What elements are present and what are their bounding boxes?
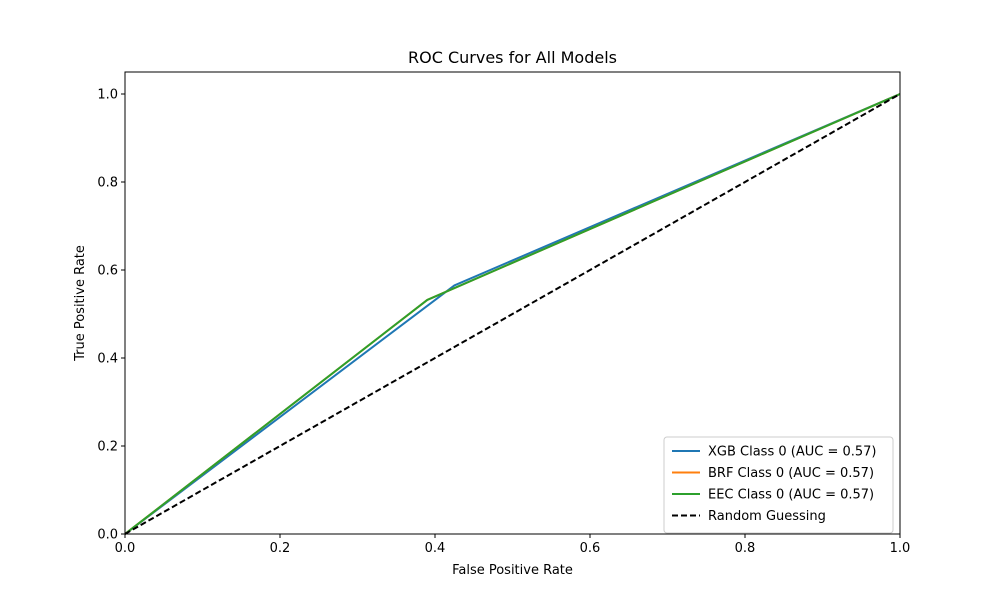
y-tick-label: 0.4	[97, 352, 118, 367]
x-tick-label: 0.6	[580, 541, 601, 556]
x-tick-label: 0.4	[425, 541, 446, 556]
y-axis-ticks: 0.0 0.2 0.4 0.6 0.8 1.0	[97, 88, 125, 543]
legend-entry-3: Random Guessing	[708, 509, 826, 524]
legend-entry-0: XGB Class 0 (AUC = 0.57)	[708, 445, 877, 460]
x-tick-label: 0.8	[735, 541, 756, 556]
series-line-3	[124, 93, 901, 535]
y-axis-label: True Positive Rate	[73, 245, 88, 362]
chart-title: ROC Curves for All Models	[408, 48, 617, 67]
legend-entry-1: BRF Class 0 (AUC = 0.57)	[708, 466, 874, 481]
y-tick-label: 0.8	[97, 176, 118, 191]
x-tick-label: 0.2	[270, 541, 291, 556]
y-tick-label: 0.0	[97, 528, 118, 543]
plot-frame	[124, 71, 901, 535]
legend: XGB Class 0 (AUC = 0.57) BRF Class 0 (AUC…	[663, 436, 894, 534]
legend-entry-2: EEC Class 0 (AUC = 0.57)	[708, 488, 874, 503]
y-tick-label: 0.6	[97, 264, 118, 279]
legend-box	[663, 436, 894, 534]
x-axis-ticks: 0.0 0.2 0.4 0.6 0.8 1.0	[115, 534, 911, 556]
series-layer	[124, 93, 901, 535]
series-line-2	[124, 93, 901, 535]
y-tick-label: 1.0	[97, 88, 118, 103]
x-axis-label: False Positive Rate	[452, 563, 573, 578]
x-tick-label: 1.0	[890, 541, 911, 556]
y-tick-label: 0.2	[97, 440, 118, 455]
x-tick-label: 0.0	[115, 541, 136, 556]
